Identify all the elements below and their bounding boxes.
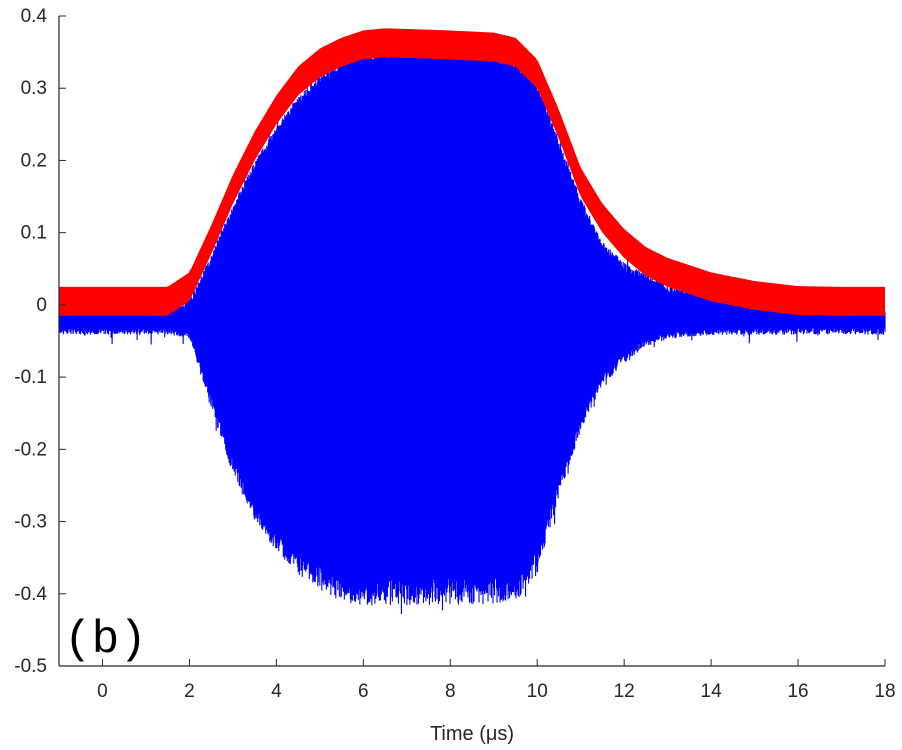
- x-tick-label: 4: [271, 681, 282, 702]
- y-tick-label: -0.3: [14, 512, 47, 533]
- x-tick-label: 12: [614, 681, 635, 702]
- panel-label: (b): [64, 614, 147, 666]
- x-tick-label: 2: [184, 681, 195, 702]
- series-line: [58, 38, 886, 614]
- y-tick-label: -0.5: [14, 656, 47, 677]
- y-tick-label: 0.1: [21, 223, 47, 244]
- y-tick-label: -0.2: [14, 439, 47, 460]
- axes: 0.4 0.3 0.2 0.1 0 -0.1 -0.2 -0.3 -0.4 -0.5 0 2 4 6 8 10…: [14, 6, 895, 702]
- x-axis-label: Time (μs): [430, 723, 514, 745]
- y-tick-label: -0.1: [14, 367, 47, 388]
- y-tick-label: 0.3: [21, 78, 47, 99]
- series-band: [59, 28, 885, 316]
- x-tick-label: 16: [787, 681, 808, 702]
- series-blue-signal: [58, 38, 886, 614]
- x-tick-label: 14: [701, 681, 723, 702]
- y-tick-label: 0.4: [21, 6, 48, 27]
- series-red-envelope: [59, 28, 885, 316]
- x-tick-label: 10: [527, 681, 548, 702]
- x-tick-label: 18: [874, 681, 895, 702]
- y-tick-label: 0.2: [21, 150, 47, 171]
- x-tick-label: 6: [358, 681, 369, 702]
- x-tick-label: 0: [97, 681, 108, 702]
- y-tick-label: -0.4: [14, 584, 47, 605]
- x-tick-label: 8: [445, 681, 456, 702]
- y-tick-label: 0: [36, 295, 47, 316]
